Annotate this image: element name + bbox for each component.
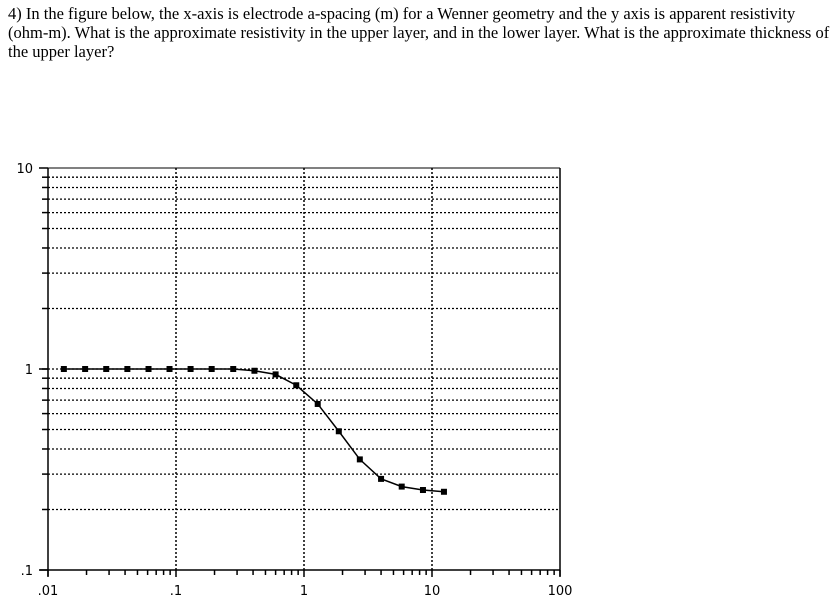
data-point [187, 366, 194, 372]
data-point [166, 366, 173, 372]
x-tick-label: .1 [170, 584, 182, 599]
y-tick-label: 1 [25, 363, 33, 378]
y-tick-label: .1 [21, 564, 33, 579]
data-point [335, 428, 342, 435]
y-tick-label: 10 [16, 162, 33, 177]
data-point [378, 475, 385, 482]
data-point [208, 366, 215, 372]
data-point [145, 366, 152, 372]
data-point [124, 366, 131, 372]
data-point [103, 366, 110, 372]
data-point [440, 488, 447, 495]
data-point [272, 371, 279, 378]
data-point [314, 400, 321, 407]
data-point [251, 367, 258, 374]
data-point [398, 483, 405, 490]
x-tick-label: 10 [424, 584, 441, 599]
data-point [230, 366, 237, 372]
data-point [356, 456, 363, 463]
data-point [419, 487, 426, 494]
data-point [293, 382, 300, 389]
data-point [60, 366, 67, 372]
question-text: 4) In the figure below, the x-axis is el… [8, 4, 830, 61]
x-tick-label: 1 [300, 584, 308, 599]
data-point [82, 366, 89, 372]
x-tick-label: 100 [548, 584, 573, 599]
x-tick-label: .01 [38, 584, 59, 599]
series-line [63, 368, 445, 493]
